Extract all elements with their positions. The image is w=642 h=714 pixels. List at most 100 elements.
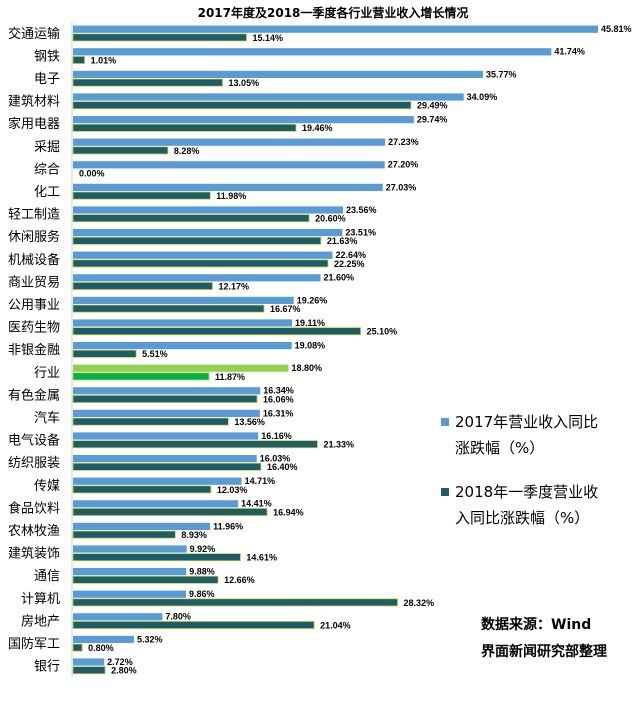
bar-2017	[73, 229, 343, 237]
legend-swatch	[441, 418, 449, 426]
category-label: 汽车	[34, 410, 60, 426]
value-label-2017: 18.80%	[291, 363, 322, 373]
bar-2017	[73, 364, 289, 372]
value-label-2017: 23.51%	[345, 228, 376, 238]
bar-2018q1	[72, 214, 310, 223]
category-row: 建筑装饰 9.92% 14.61%	[8, 544, 277, 563]
category-label: 化工	[34, 185, 60, 200]
bar-2017	[73, 25, 598, 33]
bar-2017	[73, 613, 163, 621]
value-label-2017: 14.71%	[245, 476, 276, 486]
category-label: 国防军工	[8, 636, 60, 652]
value-label-2018q1: 16.06%	[263, 394, 294, 404]
bar-2018q1	[72, 259, 329, 268]
value-label-2018q1: 2.80%	[111, 666, 137, 676]
value-label-2018q1: 20.60%	[315, 214, 346, 224]
bar-2017	[73, 522, 211, 530]
category-row: 房地产 7.80% 21.04%	[21, 612, 351, 631]
value-label-2017: 16.34%	[263, 386, 294, 396]
bar-2017	[73, 635, 134, 643]
bar-2017	[73, 116, 414, 124]
category-row: 交通运输 45.81% 15.14%	[8, 24, 632, 43]
bar-2017	[73, 477, 242, 485]
bar-2018q1	[72, 553, 241, 562]
value-label-2017: 27.20%	[388, 160, 419, 170]
bar-2018q1	[72, 78, 223, 87]
bar-2018q1	[72, 56, 85, 65]
value-label-2018q1: 22.25%	[334, 259, 365, 269]
value-label-2018q1: 16.40%	[267, 462, 298, 472]
bar-2018q1	[72, 462, 262, 471]
category-row: 食品饮料 14.41%16.94%	[8, 499, 304, 518]
category-row: 传媒 14.71%12.03%	[34, 476, 275, 495]
bar-2018q1	[72, 440, 318, 449]
category-row: 综合 27.20% 0.00%	[34, 160, 418, 179]
value-label-2018q1: 8.28%	[174, 146, 200, 156]
value-label-2018q1: 15.14%	[253, 33, 284, 43]
bar-2017	[73, 545, 187, 553]
value-label-2018q1: 28.32%	[404, 598, 435, 608]
value-label-2017: 27.03%	[386, 182, 417, 192]
value-label-2017: 35.77%	[486, 69, 517, 79]
category-row: 机械设备 22.64%22.25%	[8, 250, 366, 269]
category-label: 建筑装饰	[8, 546, 60, 562]
bar-2018q1	[72, 304, 265, 313]
legend-label: 2017年营业收入同比	[455, 413, 598, 431]
category-row: 采掘 27.23% 8.28%	[34, 137, 419, 156]
bar-2018q1	[72, 417, 229, 426]
category-label: 电气设备	[8, 433, 60, 449]
category-label: 采掘	[34, 140, 60, 155]
category-label: 建筑材料	[8, 94, 60, 110]
bar-2018q1	[72, 621, 315, 630]
value-label-2017: 14.41%	[241, 499, 272, 509]
value-label-2018q1: 19.46%	[302, 123, 333, 133]
value-label-2017: 19.11%	[295, 318, 325, 328]
bar-2018q1	[72, 101, 412, 110]
bar-2017	[73, 296, 294, 304]
value-label-2018q1: 8.93%	[181, 530, 207, 540]
value-label-2018q1: 16.67%	[270, 304, 301, 314]
category-row: 农林牧渔 11.96% 8.93%	[8, 521, 243, 540]
category-label: 银行	[34, 660, 60, 675]
category-row: 商业贸易 21.60% 12.17%	[8, 273, 354, 292]
value-label-2017: 9.88%	[189, 567, 215, 577]
bar-2018q1	[72, 643, 83, 652]
bar-2017	[73, 206, 344, 214]
bar-2018q1	[72, 507, 268, 516]
category-label: 纺织服装	[8, 456, 60, 471]
value-label-2017: 2.72%	[107, 657, 133, 667]
category-row: 休闲服务 23.51%21.63%	[8, 228, 376, 247]
category-row: 钢铁 41.74% 1.01%	[34, 47, 585, 66]
bar-2018q1	[72, 394, 258, 403]
bar-2017	[73, 161, 385, 169]
bar-2018q1	[72, 146, 169, 155]
bar-2018q1	[72, 372, 210, 381]
category-label: 有色金属	[8, 387, 60, 403]
value-label-2018q1: 5.51%	[142, 349, 168, 359]
source-line-2: 界面新闻研究部整理	[481, 643, 607, 660]
bar-2018q1	[72, 327, 362, 336]
value-label-2017: 21.60%	[324, 273, 355, 283]
category-row: 建筑材料 34.09% 29.49%	[8, 92, 497, 111]
source-line-1: 数据来源：Wind	[481, 616, 591, 633]
bar-2018q1	[72, 281, 213, 290]
value-label-2018q1: 29.49%	[417, 101, 448, 111]
category-row: 汽车 16.31%13.56%	[34, 408, 293, 427]
bar-2017	[73, 183, 383, 191]
category-row: 计算机 9.86% 28.32%	[21, 589, 434, 608]
category-label: 计算机	[21, 592, 60, 607]
value-label-2018q1: 13.56%	[234, 417, 265, 427]
value-label-2017: 9.92%	[190, 544, 216, 554]
value-label-2017: 45.81%	[601, 24, 632, 34]
category-row: 家用电器 29.74% 19.46%	[8, 115, 447, 134]
category-row: 通信 9.88% 12.66%	[34, 567, 255, 586]
bar-2017	[73, 455, 257, 463]
value-label-2017: 11.96%	[213, 521, 243, 531]
category-label: 综合	[34, 162, 60, 177]
category-row: 银行 2.72%2.80%	[34, 657, 137, 676]
value-label-2017: 5.32%	[137, 634, 163, 644]
value-label-2017: 27.23%	[388, 137, 419, 147]
value-label-2017: 16.31%	[263, 408, 294, 418]
value-label-2018q1: 14.61%	[246, 553, 277, 563]
